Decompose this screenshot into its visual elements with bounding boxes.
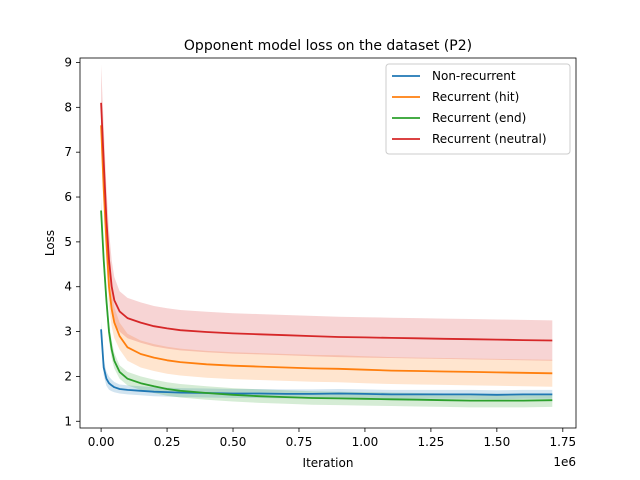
x-tick-label: 0.00 [88, 435, 115, 449]
y-tick-label: 1 [64, 414, 72, 428]
x-tick-label: 0.50 [220, 435, 247, 449]
x-tick-label: 0.25 [154, 435, 181, 449]
series-line-1 [100, 125, 553, 375]
legend-box [385, 63, 571, 155]
legend-label-2: Recurrent (end) [432, 111, 526, 125]
legend-label-0: Non-recurrent [432, 69, 516, 83]
y-tick-label: 9 [64, 55, 72, 69]
y-tick-label: 5 [64, 235, 72, 249]
series-line-3 [100, 102, 553, 342]
x-axis-ticks: 0.00 0.25 0.50 0.75 1.00 1.25 1.50 1.75 [88, 428, 576, 449]
y-tick-label: 8 [64, 100, 72, 114]
legend-label-1: Recurrent (hit) [432, 90, 519, 104]
series-lines [100, 102, 553, 402]
legend-label-3: Recurrent (neutral) [432, 132, 547, 146]
chart-title: Opponent model loss on the dataset (P2) [184, 38, 472, 54]
x-tick-label: 1.50 [483, 435, 510, 449]
y-tick-label: 6 [64, 190, 72, 204]
y-tick-label: 2 [64, 369, 72, 383]
legend: Non-recurrent Recurrent (hit) Recurrent (e… [385, 63, 571, 155]
series-line-2 [100, 210, 553, 402]
x-tick-label: 1.25 [418, 435, 445, 449]
x-axis-offset-label: 1e6 [553, 455, 576, 469]
y-tick-label: 3 [64, 325, 72, 339]
y-tick-label: 4 [64, 280, 72, 294]
series-band-2 [101, 197, 553, 408]
x-tick-label: 1.75 [549, 435, 576, 449]
x-tick-label: 0.75 [286, 435, 313, 449]
y-axis-label: Loss [43, 230, 57, 256]
x-tick-label: 1.00 [352, 435, 379, 449]
series-band-3 [101, 64, 553, 361]
y-axis-ticks: 1 2 3 4 5 6 7 8 9 [64, 55, 80, 428]
y-tick-label: 7 [64, 145, 72, 159]
x-axis-label: Iteration [303, 456, 354, 470]
series-band-1 [101, 99, 553, 387]
plot-frame [79, 57, 577, 429]
